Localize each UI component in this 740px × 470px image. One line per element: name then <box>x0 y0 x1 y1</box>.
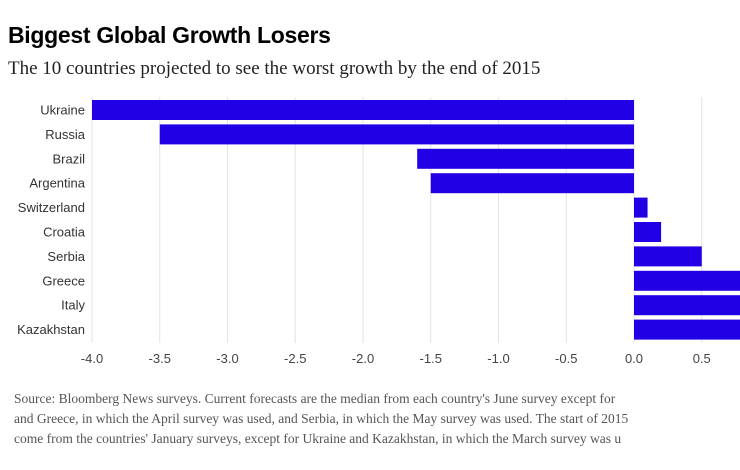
category-label: Italy <box>61 298 85 313</box>
category-label: Kazakhstan <box>17 322 85 337</box>
bar <box>634 246 702 267</box>
x-tick-label: -3.0 <box>216 351 238 366</box>
source-note: Source: Bloomberg News surveys. Current … <box>14 389 740 449</box>
bar <box>634 270 740 291</box>
chart-subtitle: The 10 countries projected to see the wo… <box>8 58 541 79</box>
x-tick-label: -3.5 <box>149 351 171 366</box>
category-label: Switzerland <box>18 200 85 215</box>
category-label: Argentina <box>29 176 85 191</box>
category-labels: Ukraine Russia Brazil Argentina Switzerland C… <box>17 103 86 338</box>
bar <box>417 148 634 169</box>
chart-title: Biggest Global Growth Losers <box>8 22 331 48</box>
bar <box>634 222 662 242</box>
bar <box>634 197 648 218</box>
x-tick-label: 0.5 <box>693 351 711 366</box>
category-label: Greece <box>42 273 85 288</box>
bar <box>430 173 634 194</box>
x-tick-label: -4.0 <box>81 351 103 366</box>
category-label: Russia <box>45 127 86 142</box>
category-label: Brazil <box>52 151 85 166</box>
category-label: Croatia <box>43 225 86 240</box>
source-line-2: and Greece, in which the April survey wa… <box>14 411 629 426</box>
bar <box>634 295 740 316</box>
x-tick-label: -1.5 <box>420 351 442 366</box>
source-line-3: come from the countries' January surveys… <box>14 431 622 446</box>
x-axis-tick-labels: -4.0 -3.5 -3.0 -2.5 -2.0 -1.5 -1.0 -0.5 0.0 0.5 <box>81 351 711 366</box>
bar <box>159 124 634 145</box>
category-label: Serbia <box>47 249 85 264</box>
bar-chart: Ukraine Russia Brazil Argentina Switzerland C… <box>17 97 740 366</box>
bar <box>634 319 740 340</box>
category-label: Ukraine <box>40 103 85 118</box>
x-tick-label: -0.5 <box>555 351 577 366</box>
source-line-1: Source: Bloomberg News surveys. Current … <box>14 391 616 406</box>
x-tick-label: 0.0 <box>625 351 643 366</box>
x-tick-label: -1.0 <box>487 351 509 366</box>
bar <box>92 100 634 120</box>
x-tick-label: -2.5 <box>284 351 306 366</box>
bars <box>92 100 740 340</box>
x-tick-label: -2.0 <box>352 351 374 366</box>
